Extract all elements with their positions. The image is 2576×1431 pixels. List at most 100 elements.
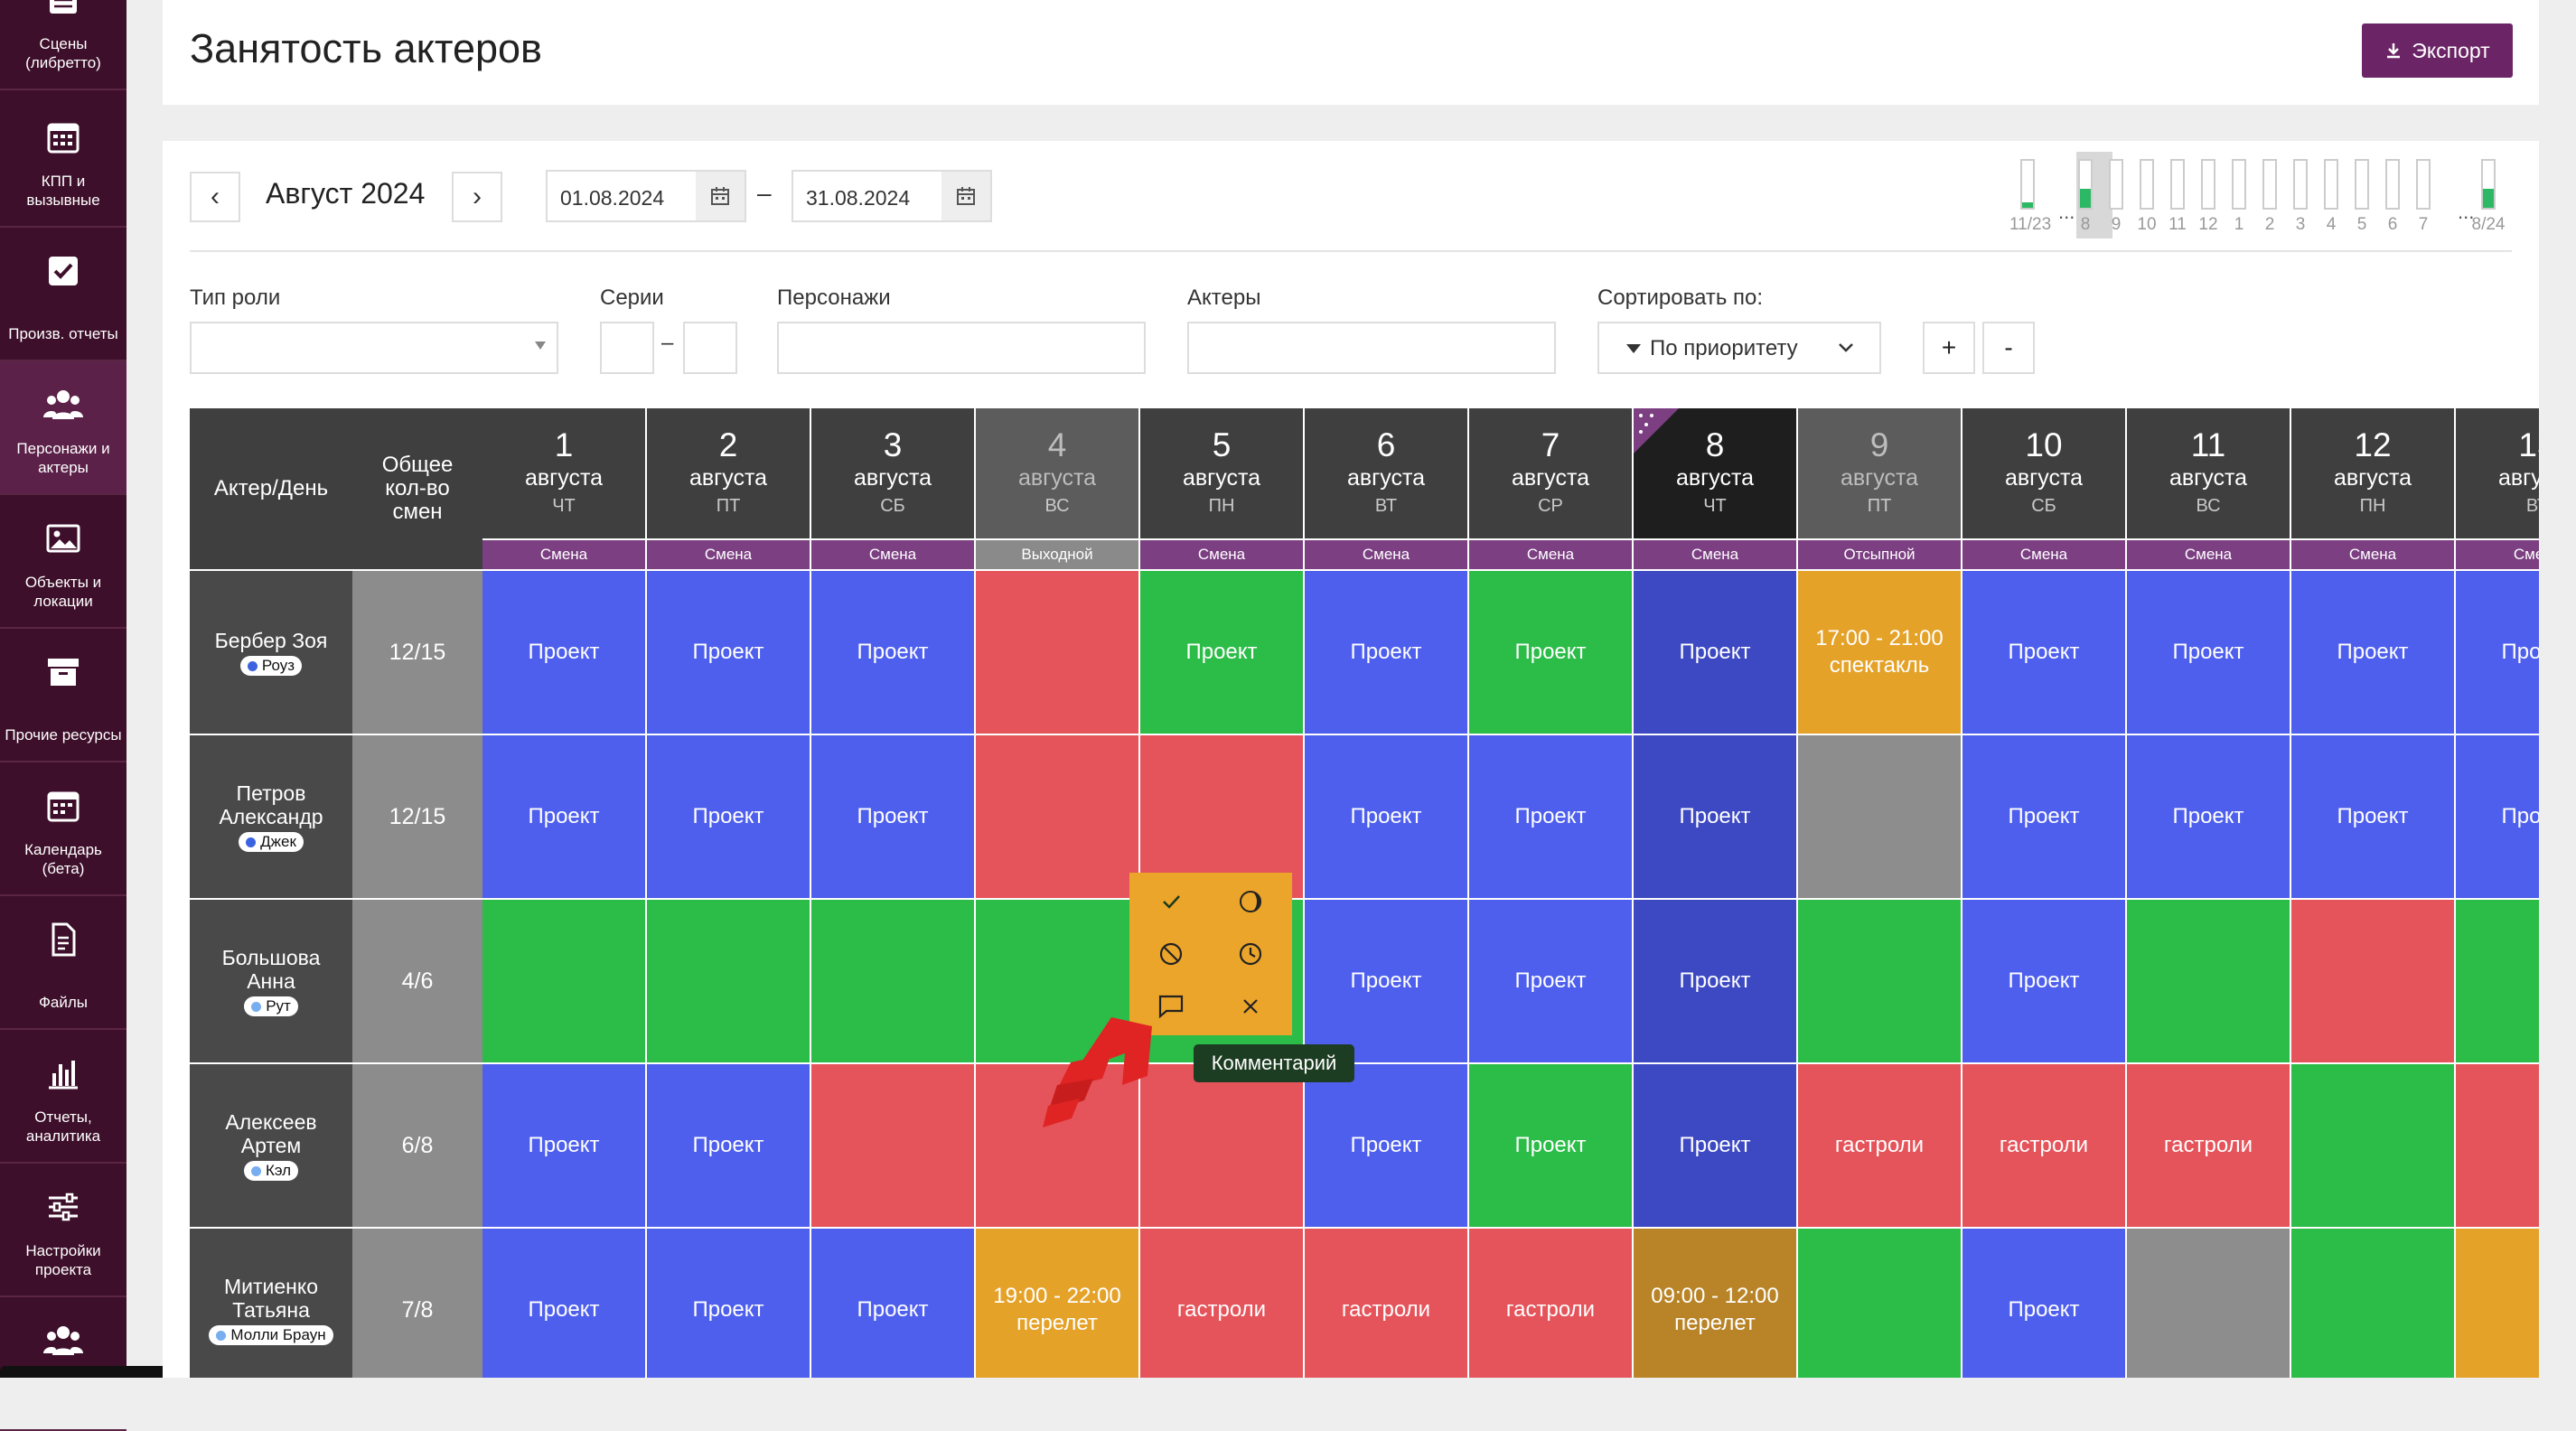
status-partial-button[interactable] [1213, 876, 1288, 927]
day-cell[interactable]: Проект [811, 1229, 976, 1378]
date-from-field[interactable]: 01.08.2024 [546, 170, 746, 222]
mini-chart-bar[interactable] [2262, 159, 2277, 210]
day-cell[interactable]: Проект [1305, 900, 1469, 1064]
sidebar-item[interactable]: Отчеты, аналитика [0, 1030, 126, 1164]
sort-select[interactable]: По приоритету [1597, 322, 1881, 374]
day-cell[interactable] [1140, 1064, 1305, 1229]
day-cell[interactable]: Проект [811, 571, 976, 735]
day-cell[interactable] [2127, 900, 2291, 1064]
day-header[interactable]: 12 августа ПН [2291, 408, 2456, 540]
day-cell[interactable]: гастроли [1798, 1064, 1962, 1229]
role-type-select[interactable] [190, 322, 558, 374]
export-button[interactable]: Экспорт [2362, 23, 2513, 78]
day-header[interactable]: 3 августа СБ [811, 408, 976, 540]
sidebar-item[interactable]: Произв. отчеты [0, 228, 126, 361]
day-cell[interactable]: Проект [1962, 1229, 2127, 1378]
next-month-button[interactable]: › [452, 172, 502, 222]
day-cell[interactable]: Проект [2291, 735, 2456, 900]
calendar-icon[interactable] [696, 172, 745, 220]
day-cell[interactable]: 17:00 - 21:00 спектакль [1798, 571, 1962, 735]
day-cell[interactable]: гастроли [1469, 1229, 1634, 1378]
day-cell[interactable] [976, 571, 1140, 735]
day-cell[interactable] [2291, 1229, 2456, 1378]
characters-input[interactable] [777, 322, 1146, 374]
mini-chart-bar[interactable] [2416, 159, 2431, 210]
day-cell[interactable] [1798, 735, 1962, 900]
sidebar-item[interactable]: Календарь (бета) [0, 762, 126, 896]
mini-chart-bar[interactable] [2078, 159, 2093, 210]
day-header[interactable]: 4 августа ВС [976, 408, 1140, 540]
status-confirm-button[interactable] [1133, 876, 1209, 927]
status-unavailable-button[interactable] [1133, 929, 1209, 979]
day-cell[interactable] [1798, 1229, 1962, 1378]
day-cell[interactable]: Проект [1634, 735, 1798, 900]
day-cell[interactable]: Проект [647, 1229, 811, 1378]
actors-input[interactable] [1187, 322, 1556, 374]
day-header[interactable]: 10 августа СБ [1962, 408, 2127, 540]
status-time-button[interactable] [1213, 929, 1288, 979]
day-cell[interactable]: гастроли [2127, 1064, 2291, 1229]
day-header[interactable]: 1 августа ЧТ [482, 408, 647, 540]
prev-month-button[interactable]: ‹ [190, 172, 240, 222]
day-cell[interactable]: Проект [1634, 900, 1798, 1064]
sidebar-item[interactable]: Персонажи и актеры [0, 361, 126, 495]
mini-chart-bar[interactable] [2020, 159, 2035, 210]
day-cell[interactable]: гастроли [1962, 1064, 2127, 1229]
day-cell[interactable] [2291, 1064, 2456, 1229]
day-cell[interactable]: Проект [1469, 735, 1634, 900]
status-comment-button[interactable] [1133, 981, 1209, 1032]
day-cell[interactable]: 19:00 - 22:00 перелет [976, 1229, 1140, 1378]
day-cell[interactable]: Проект [1634, 571, 1798, 735]
mini-chart-bar[interactable] [2201, 159, 2215, 210]
day-cell[interactable] [811, 900, 976, 1064]
day-cell[interactable] [2127, 1229, 2291, 1378]
day-cell[interactable] [2456, 900, 2539, 1064]
day-cell[interactable]: Проект [647, 1064, 811, 1229]
day-header[interactable]: 8 августа ЧТ [1634, 408, 1798, 540]
day-cell[interactable] [1140, 735, 1305, 900]
day-cell[interactable]: Проект [1469, 571, 1634, 735]
sidebar-item[interactable] [0, 1297, 126, 1431]
day-cell[interactable] [647, 900, 811, 1064]
zoom-in-button[interactable]: + [1923, 322, 1975, 374]
day-header[interactable]: 13августа ВТ [2456, 408, 2539, 540]
date-to-field[interactable]: 31.08.2024 [792, 170, 992, 222]
day-cell[interactable]: гастроли [1305, 1229, 1469, 1378]
day-cell[interactable]: Проект [1140, 571, 1305, 735]
zoom-out-button[interactable]: - [1982, 322, 2035, 374]
day-cell[interactable] [2456, 1229, 2539, 1378]
day-cell[interactable]: Проект [1305, 1064, 1469, 1229]
mini-chart-bar[interactable] [2355, 159, 2369, 210]
day-cell[interactable]: Проект [1469, 1064, 1634, 1229]
day-header[interactable]: 5 августа ПН [1140, 408, 1305, 540]
day-header[interactable]: 6 августа ВТ [1305, 408, 1469, 540]
sidebar-item[interactable]: Прочие ресурсы [0, 629, 126, 762]
day-cell[interactable]: Проект [1305, 571, 1469, 735]
mini-chart-bar[interactable] [2170, 159, 2185, 210]
series-to-input[interactable] [683, 322, 737, 374]
day-cell[interactable]: Проект [811, 735, 976, 900]
day-cell[interactable]: гастроли [1140, 1229, 1305, 1378]
day-cell[interactable]: Проект [1634, 1064, 1798, 1229]
day-cell[interactable]: Проект [647, 571, 811, 735]
sidebar-item[interactable]: Сцены (либретто) [0, 0, 126, 90]
day-cell[interactable] [2456, 1064, 2539, 1229]
day-cell[interactable]: Проект [2456, 571, 2539, 735]
day-cell[interactable]: Проект [2127, 735, 2291, 900]
day-cell[interactable]: Проект [482, 735, 647, 900]
day-cell[interactable]: Проект [1962, 900, 2127, 1064]
day-cell[interactable] [1798, 900, 1962, 1064]
day-cell[interactable]: Проект [1962, 735, 2127, 900]
mini-chart-bar[interactable] [2109, 159, 2123, 210]
sidebar-item[interactable]: Файлы [0, 896, 126, 1030]
day-cell[interactable]: Проект [1469, 900, 1634, 1064]
day-header[interactable]: 2 августа ПТ [647, 408, 811, 540]
day-cell[interactable]: Проект [647, 735, 811, 900]
day-cell[interactable]: Проект [482, 571, 647, 735]
mini-chart-bar[interactable] [2140, 159, 2154, 210]
mini-chart-bar[interactable] [2324, 159, 2338, 210]
series-from-input[interactable] [600, 322, 654, 374]
sidebar-item[interactable]: Объекты и локации [0, 495, 126, 629]
day-cell[interactable] [976, 735, 1140, 900]
day-cell[interactable]: 09:00 - 12:00 перелет [1634, 1229, 1798, 1378]
